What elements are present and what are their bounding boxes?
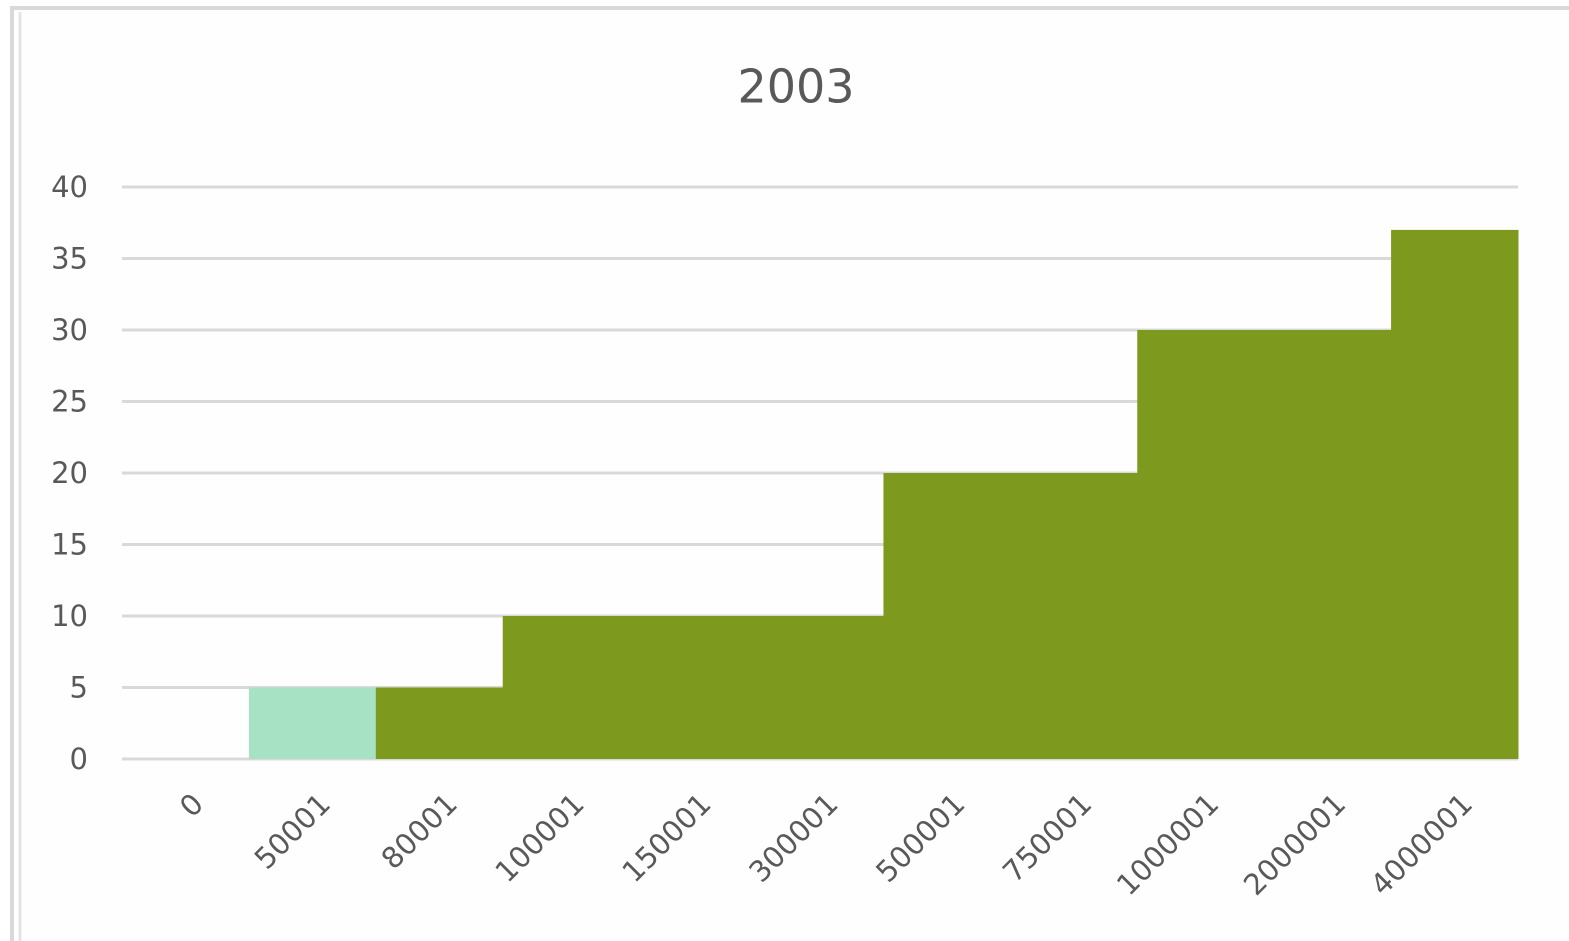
y-tick-label: 5	[70, 671, 88, 705]
bar	[1010, 473, 1138, 759]
bar	[1391, 229, 1519, 759]
bar	[756, 616, 884, 759]
bar	[248, 687, 377, 759]
bar	[629, 616, 758, 759]
y-tick-label: 15	[51, 528, 88, 562]
bar	[1264, 330, 1392, 759]
y-tick-label: 40	[51, 170, 88, 204]
chart-title: 2003	[737, 60, 854, 114]
y-tick-label: 10	[51, 599, 88, 633]
y-tick-label: 25	[51, 385, 88, 419]
bar	[883, 473, 1011, 759]
bar	[502, 616, 631, 759]
y-tick-label: 30	[51, 313, 88, 347]
bar	[1137, 330, 1265, 759]
y-tick-label: 20	[51, 456, 88, 490]
y-tick-label: 35	[51, 242, 88, 276]
y-tick-label: 0	[70, 742, 88, 776]
bar	[375, 687, 504, 759]
